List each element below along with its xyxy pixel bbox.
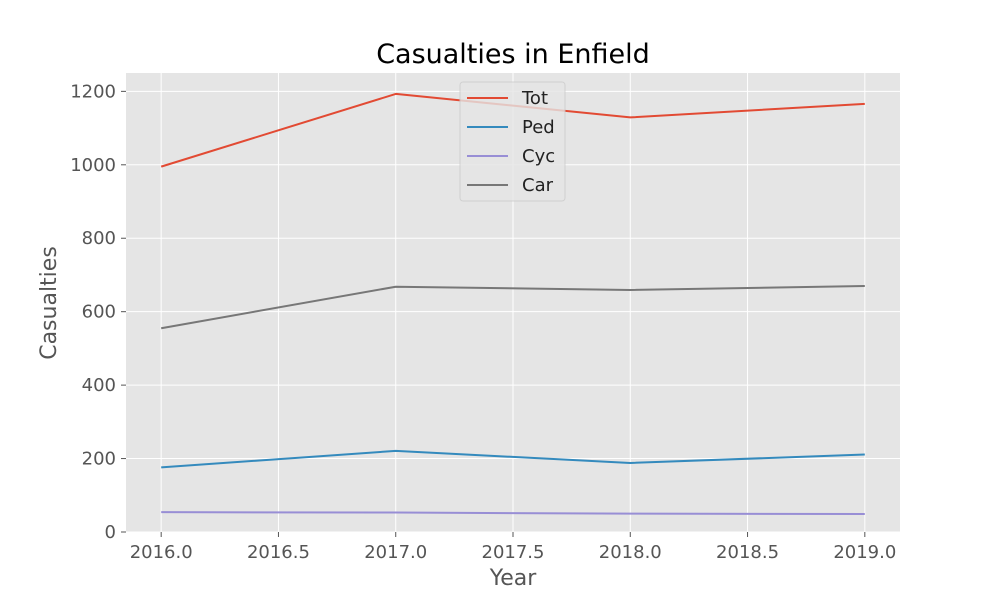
- x-axis-label: Year: [489, 566, 538, 591]
- x-tick-label: 2016.0: [130, 542, 193, 563]
- y-axis-label: Casualties: [37, 246, 62, 360]
- series-line-car: [161, 284, 865, 330]
- x-tick-label: 2018.5: [716, 542, 779, 563]
- x-tick-label: 2019.0: [833, 542, 896, 563]
- legend-box: [459, 81, 566, 202]
- y-tick-label: 1000: [70, 155, 116, 176]
- y-tick-label: 200: [82, 449, 116, 470]
- x-tick-label: 2017.5: [482, 542, 545, 563]
- legend-label-car: Car: [522, 175, 554, 196]
- series-line-ped: [161, 449, 865, 469]
- y-tick-label: 0: [105, 522, 116, 543]
- y-tick-label: 800: [82, 228, 116, 249]
- y-axis-ticks: 0 200 400 600 800 1000 1200: [70, 81, 126, 543]
- x-tick-label: 2017.0: [364, 542, 427, 563]
- legend-label-ped: Ped: [522, 117, 555, 138]
- x-tick-label: 2016.5: [247, 542, 310, 563]
- y-tick-label: 400: [82, 375, 116, 396]
- y-tick-label: 600: [82, 302, 116, 323]
- y-tick-label: 1200: [70, 81, 116, 102]
- series-line-cyc: [161, 511, 865, 516]
- legend: Tot Ped Cyc Car: [459, 81, 566, 202]
- legend-label-tot: Tot: [521, 88, 548, 109]
- legend-label-cyc: Cyc: [522, 146, 555, 167]
- chart-title: Casualties in Enfield: [376, 39, 650, 70]
- x-tick-label: 2018.0: [599, 542, 662, 563]
- x-axis-ticks: 2016.0 2016.5 2017.0 2017.5 2018.0 2018.5 2019…: [130, 532, 896, 563]
